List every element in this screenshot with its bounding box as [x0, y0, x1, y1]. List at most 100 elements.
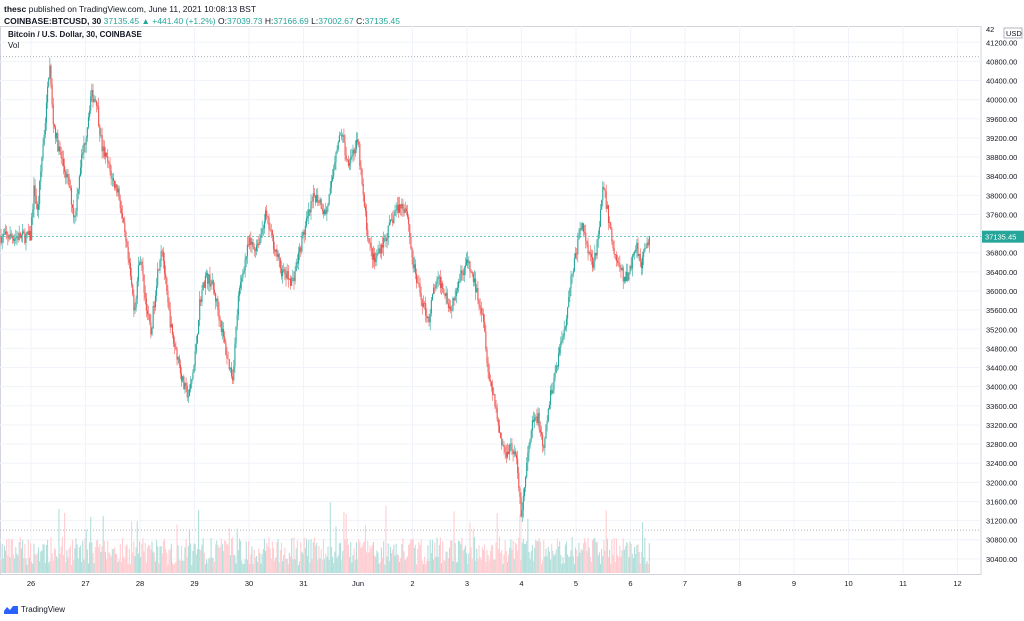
- volume-bar: [379, 561, 381, 573]
- candle-body: [243, 270, 245, 274]
- candle-body: [106, 152, 108, 156]
- volume-bar: [610, 563, 612, 573]
- volume-bar: [438, 544, 440, 573]
- volume-bar: [244, 559, 246, 573]
- candle-body: [631, 255, 633, 269]
- volume-bar: [209, 557, 211, 573]
- candle-body: [33, 185, 35, 210]
- candle-body: [227, 358, 229, 360]
- candle-body: [648, 236, 650, 246]
- candle-body: [637, 242, 639, 257]
- volume-bar: [427, 545, 429, 573]
- volume-bar: [11, 539, 13, 573]
- candle-body: [276, 249, 278, 257]
- volume-bar: [336, 557, 338, 573]
- candle-body: [519, 487, 521, 497]
- volume-bar: [183, 560, 185, 573]
- volume-bar: [483, 550, 485, 573]
- candle-body: [101, 135, 103, 152]
- candle-body: [461, 270, 463, 274]
- candle-body: [322, 210, 325, 214]
- candle-body: [181, 373, 183, 381]
- candle-body: [335, 152, 337, 163]
- volume-bar: [255, 556, 258, 573]
- volume-bar: [394, 555, 396, 573]
- volume-bar: [492, 544, 494, 573]
- volume-bar: [447, 558, 449, 573]
- candle-body: [267, 216, 269, 218]
- author-name[interactable]: thesc: [4, 4, 27, 14]
- candle-body: [437, 277, 439, 280]
- volume-bar: [311, 559, 313, 573]
- volume-bar: [563, 562, 565, 573]
- candle-body: [228, 359, 230, 370]
- candle-body: [514, 451, 516, 456]
- volume-bar: [559, 541, 561, 573]
- volume-bar: [242, 564, 244, 573]
- volume-bar: [230, 538, 233, 573]
- volume-bar: [124, 558, 126, 573]
- volume-bar: [638, 552, 640, 573]
- candle-body: [284, 269, 286, 275]
- volume-bar: [266, 542, 268, 573]
- y-tick-label: 40800.00: [986, 57, 1017, 66]
- candle-body: [472, 273, 474, 283]
- volume-bar: [50, 537, 52, 573]
- volume-bar: [294, 559, 296, 573]
- candle-body: [52, 104, 54, 125]
- candle-body: [452, 298, 454, 311]
- volume-bar: [577, 556, 579, 573]
- last-price: 37135.45: [103, 16, 140, 26]
- candle-body: [510, 443, 512, 445]
- candle-body: [571, 273, 573, 276]
- volume-bar: [640, 551, 642, 573]
- volume-bar: [439, 537, 441, 573]
- candle-body: [460, 270, 462, 282]
- candle-body: [419, 283, 421, 293]
- volume-bar: [66, 549, 68, 573]
- candle-body: [420, 292, 422, 300]
- price-chart[interactable]: 30400.00 30800.00 31200.00 31600.00 32000.00…: [0, 19, 1024, 601]
- footer-brand[interactable]: TradingView: [4, 605, 65, 614]
- volume-bar: [587, 537, 589, 573]
- candle-body: [124, 222, 126, 232]
- volume-bar: [456, 561, 459, 573]
- volume-bar: [383, 541, 385, 573]
- candle-body: [428, 317, 430, 323]
- y-tick-label: 30400.00: [986, 555, 1017, 564]
- volume-label: Vol: [8, 41, 20, 50]
- candle-body: [26, 231, 28, 235]
- candle-body: [372, 253, 374, 260]
- volume-bar: [430, 552, 432, 573]
- candle-body: [597, 234, 599, 240]
- volume-bar: [550, 559, 552, 573]
- candle-body: [450, 306, 452, 311]
- volume-bar: [0, 559, 2, 573]
- currency-label: USD: [1006, 29, 1022, 38]
- candle-body: [280, 268, 283, 277]
- candle-body: [593, 261, 595, 268]
- volume-bar: [243, 563, 245, 573]
- candle-body: [32, 209, 34, 218]
- volume-bar: [429, 539, 431, 573]
- candle-body: [247, 244, 250, 246]
- candle-body: [186, 385, 188, 398]
- candle-body: [336, 149, 338, 153]
- candle-body: [378, 248, 380, 254]
- candle-body: [321, 208, 323, 211]
- candle-body: [308, 209, 310, 217]
- volume-bar: [23, 558, 25, 573]
- volume-bar: [31, 561, 33, 573]
- volume-bar: [208, 558, 210, 573]
- volume-bar: [464, 545, 466, 573]
- volume-bar: [226, 544, 228, 573]
- candle-body: [48, 77, 50, 87]
- volume-bar: [455, 562, 457, 573]
- volume-bar: [463, 548, 465, 573]
- volume-bar: [578, 542, 580, 573]
- candle-body: [153, 305, 155, 308]
- candle-body: [11, 236, 13, 239]
- candle-body: [359, 143, 361, 166]
- chart-frame[interactable]: 30400.00 30800.00 31200.00 31600.00 32000.00…: [0, 19, 1024, 601]
- volume-bar: [274, 560, 276, 573]
